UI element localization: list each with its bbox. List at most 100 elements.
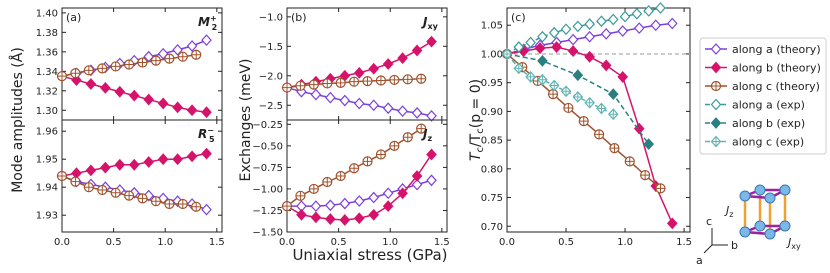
marker [640,170,651,181]
marker [362,156,373,167]
marker-cross [178,199,188,209]
legend-marker [710,80,722,92]
marker [596,15,607,28]
marker-shape [368,62,380,75]
marker [339,197,351,210]
marker [572,69,584,82]
marker [584,18,595,30]
marker-shape [426,148,437,161]
marker [609,143,620,154]
marker [123,59,135,70]
y-tick-label: 1.32 [36,86,58,97]
marker-cross [376,76,386,86]
marker [655,183,666,194]
marker-shape [157,153,169,166]
marker [310,88,322,101]
marker [186,104,198,117]
marker [584,30,595,43]
y-tick-label: 0.75 [481,193,503,204]
marker-cross [84,182,94,192]
marker-cross [322,78,332,88]
series-line [506,53,614,115]
marker [83,182,94,193]
marker [308,183,319,195]
marker [339,94,351,107]
marker-cross [97,185,107,195]
marker-cross [561,86,571,97]
marker [368,62,380,75]
marker-cross [609,143,619,153]
y-tick-label: −2.0 [259,71,283,82]
marker [617,71,629,83]
marker [172,101,183,114]
marker [362,75,373,87]
marker [164,53,175,64]
marker-shape [631,7,643,20]
marker-cross [70,68,80,78]
marker-cross [191,202,201,212]
marker [295,80,306,91]
marker [201,203,212,216]
marker-shape [201,106,212,119]
x-tick-label: 1.0 [157,237,173,248]
marker-cross [282,83,292,93]
marker-shape [548,26,560,39]
symbol: J [724,204,729,217]
jz-label: Jz [724,204,733,219]
marker-shape [411,44,423,57]
marker [537,30,548,43]
marker [164,198,175,210]
subscript: xy [791,242,801,251]
marker-cross [711,136,721,147]
marker [375,149,387,160]
marker [128,89,140,102]
marker-shape [353,212,365,225]
marker-shape [617,71,629,83]
legend-label: along a (theory) [732,43,821,56]
marker-shape [339,197,351,210]
atom [779,184,791,196]
x-axis-label: Uniaxial stress (GPa) [292,246,447,264]
marker [310,200,322,213]
superscript: − [207,126,214,135]
legend-marker [710,98,722,111]
symbol: J [421,15,428,29]
symbol: R [198,127,207,141]
y-tick-label: −1.25 [252,206,283,217]
marker-cross [526,71,536,82]
marker-shape [172,101,183,114]
marker-shape [296,208,307,221]
marker-shape [607,13,619,26]
marker-cross [151,196,161,206]
marker-cross [151,56,161,66]
marker-cross [295,191,305,201]
marker-cross [548,89,558,99]
marker-shape [560,23,572,36]
y-tick-label: −0.75 [252,163,283,174]
marker [85,78,97,90]
marker-cross [416,124,426,134]
marker [295,190,306,201]
marker-shape [339,94,351,107]
marker [368,208,380,221]
marker [600,27,612,40]
marker [655,2,666,14]
y-tick-label: 1.05 [481,21,503,32]
marker-cross [625,156,635,166]
marker [547,89,559,100]
legend-label: along b (exp) [732,117,805,130]
marker-shape [382,187,394,200]
marker [172,43,183,56]
marker-shape [368,191,380,204]
marker [85,164,97,177]
marker [402,132,413,143]
marker-shape [85,78,97,90]
marker [548,79,560,92]
marker [710,61,722,74]
x-tick-label: 0.0 [54,237,70,248]
marker-cross [178,52,188,62]
marker [348,76,360,87]
marker [322,78,333,89]
marker [281,82,293,93]
